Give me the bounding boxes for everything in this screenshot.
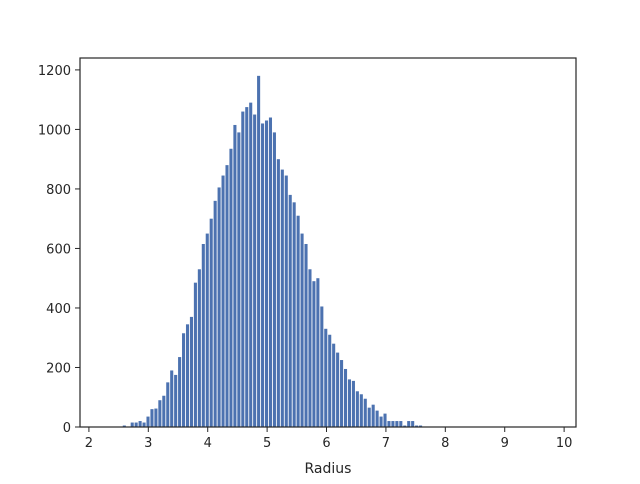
histogram-bar [201,243,205,427]
histogram-bar [288,194,292,427]
histogram-bar [391,421,395,427]
histogram-bar [284,175,288,427]
histogram-bar [367,407,371,427]
histogram-bar [261,123,265,427]
histogram-bar [142,422,146,427]
x-tick-label: 9 [501,436,509,451]
histogram-bar [355,391,359,427]
histogram-bar [343,368,348,427]
y-tick-label: 1200 [38,64,71,79]
histogram-bar [225,165,229,427]
histogram-bar [205,233,209,427]
histogram-bar [296,215,300,427]
histogram-bar [264,120,269,428]
histogram-bar [130,422,134,427]
histogram-bar [332,343,336,427]
histogram-bar [395,421,399,427]
histogram-bar [379,416,383,427]
histogram-bar [415,425,419,427]
histogram-bar [229,148,233,427]
histogram-bar [324,328,328,427]
y-tick-label: 200 [46,361,71,376]
histogram-bar [371,404,375,427]
histogram-bar [138,421,142,427]
x-tick-label: 6 [322,436,330,451]
y-tick-label: 600 [46,242,71,257]
histogram-bar [300,233,304,427]
histogram-bar [308,269,312,427]
y-axis: 0 200 400 600 800 1000 1200 [38,64,80,436]
histogram-bar [146,416,150,427]
histogram-bar [134,422,138,427]
histogram-bar [245,107,249,427]
histogram-bar [316,278,320,427]
histogram-bar [213,200,217,427]
histogram-bar [162,395,166,427]
histogram-bar [407,421,411,427]
histogram-bar [268,117,273,428]
histogram-bar [320,306,324,427]
histogram-bar [280,169,284,427]
histogram-bar [272,132,276,427]
histogram-bar [363,398,367,427]
histogram-bar [154,408,158,427]
x-tick-label: 8 [441,436,449,451]
histogram-bar [257,75,261,427]
histogram-bar [292,202,296,427]
y-tick-label: 1000 [38,123,71,138]
histogram-bar [178,357,182,427]
histogram-bar [170,370,174,427]
histogram-bar [197,269,201,427]
histogram-bar [328,334,332,427]
x-tick-label: 3 [144,436,152,451]
histogram-bar [241,111,245,427]
histogram-bar [359,394,363,427]
histogram-bar [387,421,391,427]
x-tick-label: 5 [263,436,271,451]
histogram-bar [209,218,213,427]
histogram-bar [347,379,352,427]
histogram-bar [193,282,197,427]
histogram-bar [166,382,170,427]
histogram-bar [189,316,193,427]
x-axis: 2 3 4 5 6 7 8 9 10 [85,427,573,451]
bars-group [122,75,423,428]
histogram-bar [411,421,415,427]
histogram-bar [351,380,355,428]
histogram-bar [182,333,186,427]
histogram-bar [312,281,316,427]
x-tick-label: 4 [204,436,212,451]
histogram-bar [276,159,280,427]
histogram-bar [383,413,387,427]
histogram-bar [253,114,257,427]
x-tick-label: 7 [382,436,390,451]
histogram-bar [304,243,308,427]
histogram-bar [399,421,403,427]
histogram-bar [150,409,154,427]
histogram-bar [249,102,253,427]
histogram-bar [217,187,221,427]
histogram-bar [340,360,344,427]
histogram-bar [237,132,241,427]
histogram-bar [185,324,190,427]
histogram-bar [419,425,423,427]
histogram-bar [403,425,407,427]
y-tick-label: 800 [46,183,71,198]
x-axis-label: Radius [305,461,352,477]
y-tick-label: 0 [63,421,71,436]
x-tick-label: 2 [85,436,93,451]
histogram-bar [233,124,237,428]
histogram-bar [375,410,379,427]
histogram-bar [174,374,178,427]
x-tick-label: 10 [556,436,573,451]
histogram-bar [158,400,162,427]
y-tick-label: 400 [46,302,71,317]
histogram-bar [122,425,126,427]
histogram-bar [221,175,225,427]
axes-frame [79,57,577,428]
histogram-bar [336,352,340,427]
